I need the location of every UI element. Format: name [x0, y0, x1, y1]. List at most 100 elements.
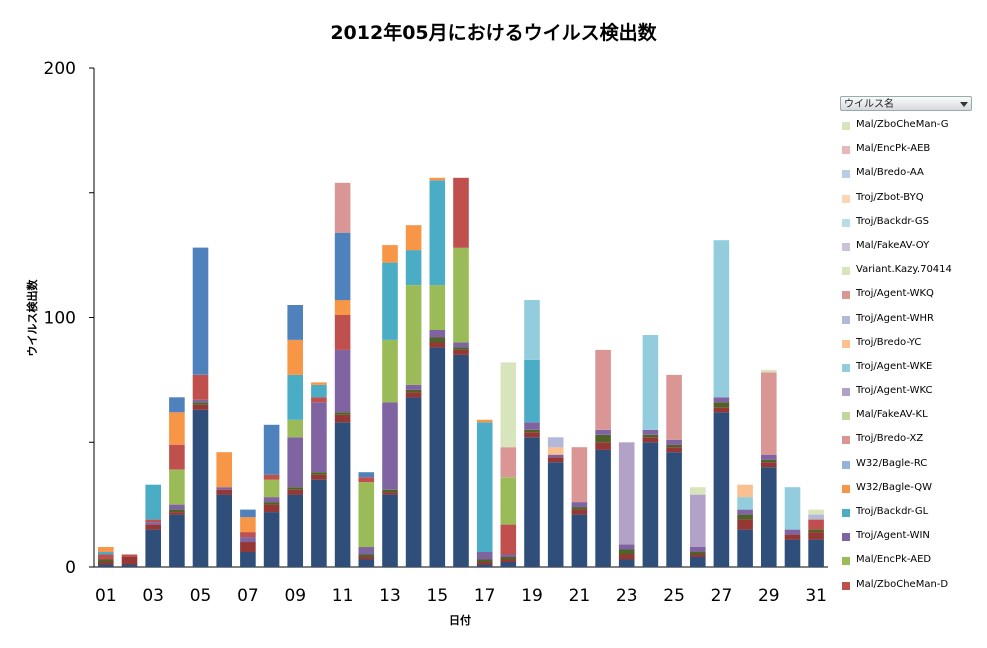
legend-label: Troj/Agent-WHR: [856, 312, 934, 324]
x-tick-label: 15: [427, 586, 449, 606]
bar-segment: 04 W32/Bagle-RC: 6: [169, 397, 185, 413]
bar-segment: 29 Variant.Kazy.70414: 1: [761, 369, 777, 373]
x-tick-label: 01: [95, 586, 117, 606]
x-tick-label: 19: [521, 586, 543, 606]
bar-segment: 05 Mal/ZboCheMan-D: 10: [192, 374, 209, 400]
bar-segment: 31 Mal/ZboCheMan-D: 4: [808, 519, 824, 530]
bar-segment: 13 Troj/Agent-WIN: 35: [382, 402, 398, 490]
bar-segment: 01 Mal/ZboCheMan-D: 2: [98, 554, 114, 560]
bar-segment: 12 Mal/EncPk-AED: 26: [358, 482, 375, 548]
bar-segment: 03 Troj/Agent-WIN: 1: [145, 522, 161, 525]
bar-segment: 18 Mal/FakeAV-KL: 19: [500, 477, 517, 525]
bar-segment: 22 Base: 47: [595, 449, 611, 567]
bar-segment: 04 Accent: 1: [169, 512, 185, 515]
bar-segment: 24 Accent: 2: [642, 437, 659, 443]
bar-segment: 12 Troj/Agent-WIN: 3: [358, 547, 375, 555]
bar-segment: 25 Accent: 2: [666, 447, 682, 453]
bar-segment: 09 Troj/Agent-WIN: 20: [287, 437, 303, 488]
bar-segment: 18 Mal/ZboCheMan-D: 12: [500, 524, 517, 555]
legend-label: Mal/ZboCheMan-D: [856, 578, 949, 590]
legend-swatch: [842, 291, 850, 300]
bar-segment: 31 Variant.Kazy.70414: 2: [808, 509, 824, 515]
bar-segment: 11 Extra: 1: [334, 412, 351, 415]
bar-segment: 27 Troj/Agent-WKE: 63: [713, 240, 730, 398]
legend-label: Mal/ZboCheMan-G: [856, 119, 949, 130]
x-axis-label: 日付: [449, 613, 471, 627]
legend-filter-dropdown[interactable]: ウイルス名: [840, 96, 972, 111]
bar-segment: 14 Accent: 2: [405, 392, 422, 398]
bar-segment: 02 Base: 1: [121, 564, 138, 567]
legend-filter-label: ウイルス名: [844, 99, 894, 110]
legend-swatch: [842, 363, 850, 372]
bar-segment: 21 Troj/Agent-WIN: 2: [571, 502, 588, 508]
bar-segment: 21 Base: 21: [571, 514, 588, 567]
bar-segment: 26 Extra: 1: [690, 552, 706, 555]
legend-label: Mal/EncPk-AED: [856, 554, 932, 566]
bar-segment: 23 Troj/Agent-WIN: 2: [618, 544, 635, 550]
bar-segment: 06 Accent: 2: [216, 489, 232, 495]
x-tick-label: 23: [616, 586, 638, 606]
bar-segment: 08 Mal/EncPk-AED: 7: [263, 479, 280, 498]
bar-segment: 29 Troj/Agent-WKQ: 33: [761, 372, 777, 455]
legend-swatch: [842, 484, 850, 493]
bar-segment: 18 Troj/Agent-WIN: 1: [500, 554, 517, 557]
bar-segment: 26 Base: 4: [690, 557, 706, 567]
bar-segment: 09 Troj/Backdr-GL: 18: [287, 374, 303, 420]
bar-segment: 11 W32/Bagle-QW: 6: [334, 300, 351, 315]
bar-segment: 29 Base: 40: [761, 467, 777, 567]
bar-segment: 19 Troj/Backdr-GL: 25: [524, 359, 540, 423]
legend-label: W32/Bagle-QW: [856, 481, 932, 493]
bar-segment: 30 Troj/Agent-WIN: 2: [784, 529, 801, 535]
bar-segment: 12 Accent: 1: [358, 557, 375, 560]
bar-segment: 05 W32/Bagle-RC: 51: [192, 247, 209, 375]
legend-swatch: [842, 509, 850, 517]
bar-segment: 17 Troj/Backdr-GL: 52: [476, 422, 493, 552]
bar-segment: 09 Accent: 2: [287, 489, 303, 495]
bar-segment: 10 Accent: 2: [311, 474, 327, 480]
bar-segment: 21 Troj/Agent-WKQ: 22: [571, 447, 588, 503]
legend-swatch: [842, 339, 850, 348]
x-tick-label: 25: [663, 586, 685, 606]
x-tick-label: 11: [332, 586, 354, 606]
bar-segment: 11 Troj/Agent-WIN: 25: [334, 349, 351, 413]
bar-segment: 19 Accent: 2: [524, 432, 540, 438]
bar-segment: 10 Base: 35: [311, 479, 327, 567]
bar-segment: 08 Troj/Agent-WIN: 2: [263, 497, 280, 503]
bar-segment: 18 Extra: 1: [500, 557, 517, 560]
bar-segment: 01 Extra: 1: [98, 559, 114, 562]
bar-segment: 03 Troj/Backdr-GL: 14: [145, 484, 161, 520]
chevron-down-icon[interactable]: [960, 102, 968, 107]
bar-segment: 19 Troj/Agent-WKE: 24: [524, 300, 540, 360]
legend-swatch: [842, 581, 850, 590]
bar-segment: 03 Mal/ZboCheMan-D: 1: [145, 519, 161, 523]
bar-segment: 14 Extra: 1: [405, 389, 422, 393]
bar-segment: 14 Base: 68: [405, 397, 422, 567]
legend-swatch: [842, 388, 850, 397]
x-tick-label: 31: [805, 586, 827, 606]
legend-swatch: [842, 557, 850, 566]
bar-segment: 15 Troj/Backdr-GL: 42: [429, 180, 446, 286]
bar-segment: 11 Troj/Agent-WKQ: 20: [334, 182, 351, 233]
bar-segment: 08 W32/Bagle-RC: 20: [263, 424, 280, 475]
y-axis-label: ウイルス検出数: [25, 279, 39, 357]
bar-segment: 06 W32/Bagle-QW: 14: [216, 452, 232, 488]
legend-swatch: [842, 533, 850, 542]
legend-label: W32/Bagle-RC: [856, 457, 928, 469]
bar-segment: 13 Extra: 1: [382, 489, 398, 493]
bar-segment: 11 Accent: 3: [334, 414, 351, 423]
bar-segment: 17 Extra: 1: [476, 559, 493, 562]
bar-segment: 16 Troj/Agent-WIN: 2: [453, 342, 469, 348]
bar-segment: 19 Extra: 1: [524, 429, 540, 433]
bar-segment: 25 Troj/Agent-WKQ: 26: [666, 374, 682, 440]
bar-segment: 24 Base: 50: [642, 442, 659, 568]
bar-segment: 04 Troj/Agent-WIN: 2: [169, 504, 185, 510]
bar-segment: 05 Troj/Agent-WIN: 1: [192, 399, 209, 403]
bar-segment: 28 Base: 15: [737, 529, 753, 567]
bar-segment: 28 Troj/Bredo-YC: 5: [737, 484, 753, 498]
bar-segment: 06 Base: 29: [216, 494, 232, 567]
bar-segment: 05 Base: 63: [192, 409, 209, 567]
bar-segment: 28 Troj/Agent-WKE: 5: [737, 497, 753, 510]
bar-segment: 09 Base: 29: [287, 494, 303, 567]
bar-segment: 09 W32/Bagle-RC: 14: [287, 305, 303, 340]
